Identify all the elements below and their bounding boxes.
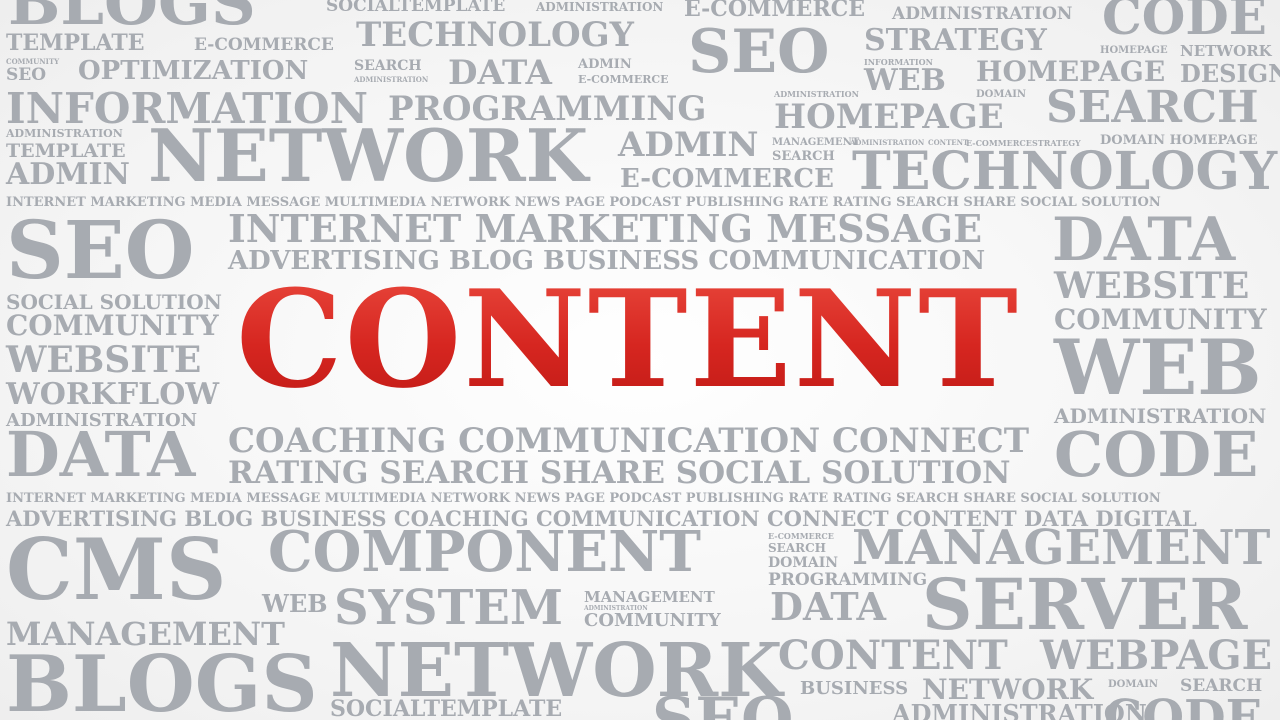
cloud-word: TECHNOLOGY — [852, 141, 1278, 202]
cloud-word: WEB — [864, 63, 946, 98]
cloud-word: DESIGN — [1180, 59, 1280, 88]
cloud-word: SEARCH — [1046, 82, 1259, 133]
cloud-word: NETWORK — [922, 673, 1094, 706]
cloud-word: SOCIALTEMPLATE — [330, 696, 563, 720]
cloud-word: DATA — [6, 418, 196, 491]
cloud-word: ADMINISTRATION — [354, 75, 429, 84]
cloud-word: WEBPAGE — [1040, 632, 1273, 679]
cloud-word: INTERNET MARKETING MEDIA MESSAGE MULTIME… — [6, 491, 1161, 506]
cloud-word: E-COMMERCE — [620, 164, 834, 194]
cloud-word: PROGRAMMING — [388, 89, 707, 129]
cloud-word: ADVERTISING BLOG BUSINESS COMMUNICATION — [228, 246, 986, 276]
cloud-word: NETWORK — [1180, 42, 1272, 60]
cloud-word: DATA — [448, 53, 552, 93]
cloud-word: SEARCH — [354, 58, 422, 74]
cloud-word: DATA — [1052, 205, 1236, 275]
cloud-word: CONTENT — [778, 632, 1008, 679]
cloud-word: CODE — [1054, 418, 1259, 491]
cloud-word: TEMPLATE — [6, 30, 145, 56]
cloud-word: SEARCH — [1180, 676, 1263, 696]
cloud-word: BUSINESS — [800, 678, 909, 699]
cloud-word: STRATEGY — [864, 23, 1047, 58]
cloud-word: SEO — [6, 203, 195, 297]
cloud-word: CODE — [1104, 690, 1263, 720]
cloud-word: ADMINISTRATION — [6, 410, 198, 431]
cloud-word: E-COMMERCE — [966, 138, 1032, 148]
cloud-word: CONTENT — [928, 138, 969, 147]
hero-word-content: CONTENT — [236, 260, 1020, 418]
cloud-word: ADMIN — [578, 57, 632, 72]
cloud-word: ADMINISTRATION — [536, 0, 664, 14]
cloud-word: COMMUNITY — [6, 57, 60, 66]
cloud-word: ADMINISTRATION — [892, 699, 1147, 720]
cloud-word: HOMEPAGE — [976, 55, 1166, 88]
cloud-word: SEARCH — [768, 541, 826, 555]
cloud-word: DOMAIN — [976, 89, 1027, 100]
cloud-word: COMPONENT — [268, 519, 701, 585]
cloud-word: E-COMMERCE — [578, 73, 669, 86]
cloud-word: BLOGS — [8, 0, 256, 39]
cloud-word: HOMEPAGE — [1100, 45, 1168, 56]
cloud-word: RATING SEARCH SHARE SOCIAL SOLUTION — [228, 455, 1011, 491]
cloud-word: ADMINISTRATION — [584, 605, 648, 612]
cloud-word: ADMIN — [618, 125, 759, 165]
cloud-word: COMMUNITY — [584, 610, 721, 631]
cloud-word: INFORMATION — [6, 84, 369, 133]
cloud-word: WEBSITE — [6, 339, 202, 381]
cloud-word: WEB — [1054, 323, 1262, 412]
cloud-word: MANAGEMENT — [772, 137, 860, 148]
cloud-word: HOMEPAGE — [774, 97, 1004, 137]
cloud-word: WEB — [262, 589, 328, 618]
cloud-word: PROGRAMMING — [768, 570, 928, 590]
cloud-word: ADVERTISING BLOG BUSINESS COACHING COMMU… — [6, 506, 1197, 531]
cloud-word: OPTIMIZATION — [78, 56, 309, 86]
cloud-word: COMMUNITY — [1054, 303, 1267, 336]
cloud-word: SERVER — [922, 563, 1248, 646]
cloud-word: ADMINISTRATION — [774, 89, 859, 99]
cloud-word: MANAGEMENT — [584, 588, 715, 606]
cloud-word: SOCIAL SOLUTION — [6, 290, 222, 314]
cloud-word: SEO — [688, 17, 830, 87]
cloud-word: STRATEGY — [1032, 138, 1081, 148]
cloud-word: ADMINISTRATION — [1054, 404, 1267, 428]
cloud-word: SEO — [652, 685, 794, 720]
cloud-word: E-COMMERCE — [684, 0, 866, 22]
cloud-word: SEO — [6, 65, 47, 85]
cloud-word: DOMAIN — [768, 555, 839, 571]
cloud-word: ADMINISTRATION — [850, 138, 925, 147]
cloud-word: COMMUNITY — [6, 309, 219, 342]
cloud-word: CMS — [6, 520, 227, 619]
cloud-word: E-COMMERCE — [768, 531, 834, 541]
cloud-word: MANAGEMENT — [852, 520, 1271, 576]
cloud-word: ADMINISTRATION — [6, 127, 123, 140]
cloud-word: NETWORK — [148, 113, 589, 198]
cloud-word: INTERNET MARKETING MEDIA MESSAGE MULTIME… — [6, 195, 1161, 210]
cloud-word: COACHING COMMUNICATION CONNECT — [228, 421, 1030, 461]
cloud-word: TEMPLATE — [6, 140, 126, 162]
cloud-word: DATA — [770, 584, 887, 629]
cloud-word: SOCIALTEMPLATE — [326, 0, 506, 16]
cloud-word: MANAGEMENT — [6, 615, 285, 653]
cloud-word: ADMIN — [6, 157, 130, 192]
cloud-word: BLOGS — [6, 639, 318, 720]
cloud-word: E-COMMERCE — [194, 35, 334, 55]
cloud-word: SEARCH — [772, 149, 835, 164]
cloud-word: INFORMATION — [864, 57, 933, 67]
cloud-word: INTERNET MARKETING MESSAGE — [228, 206, 983, 251]
cloud-word: SYSTEM — [334, 580, 564, 636]
cloud-word: DOMAIN HOMEPAGE — [1100, 133, 1258, 148]
cloud-word: WEBSITE — [1054, 265, 1250, 307]
cloud-word: NETWORK — [330, 628, 783, 714]
cloud-word: CODE — [1102, 0, 1267, 46]
cloud-word: WORKFLOW — [6, 377, 220, 412]
cloud-word: TECHNOLOGY — [356, 15, 634, 55]
cloud-word: DOMAIN — [1108, 679, 1159, 690]
cloud-word: ADMINISTRATION — [892, 4, 1073, 24]
